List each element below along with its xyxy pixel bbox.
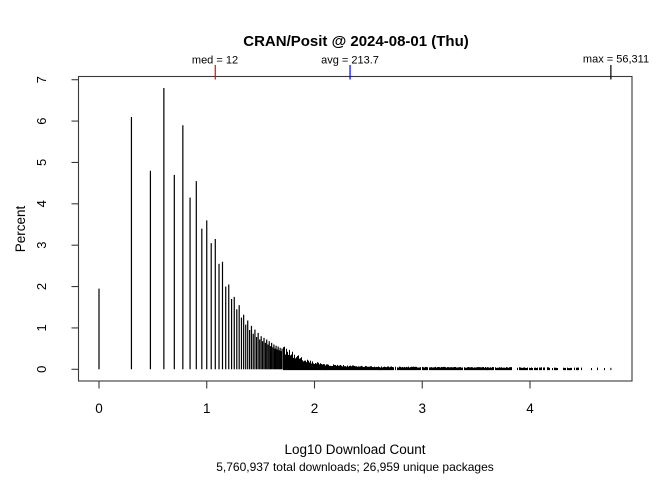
histogram-spikes [98, 87, 612, 371]
max-annotation-label: max = 56,311 [583, 54, 649, 66]
tick-label: 4 [34, 200, 49, 207]
x-axis: 0 1 2 3 4 [95, 381, 534, 416]
median-annotation-label: med = 12 [192, 55, 238, 67]
tick-label: 4 [526, 401, 534, 416]
tick-label: 5 [34, 159, 49, 166]
tick-label: 2 [34, 283, 49, 290]
tick-label: 3 [418, 401, 426, 416]
y-axis: 0 1 2 3 4 5 6 7 [34, 76, 79, 373]
y-axis-title: Percent [13, 205, 28, 252]
tick-label: 7 [34, 76, 49, 83]
average-annotation-label: avg = 213.7 [321, 55, 379, 67]
totals-caption: 5,760,937 total downloads; 26,959 unique… [216, 460, 494, 474]
chart-title: CRAN/Posit @ 2024-08-01 (Thu) [243, 33, 469, 50]
tick-label: 1 [34, 324, 49, 331]
plot-box [77, 75, 633, 382]
tick-label: 3 [34, 242, 49, 249]
tick-label: 0 [34, 366, 49, 373]
tick-label: 1 [203, 401, 211, 416]
tick-label: 0 [95, 401, 103, 416]
tick-label: 2 [311, 401, 319, 416]
x-axis-title: Log10 Download Count [284, 442, 425, 457]
annotation-ticks [214, 65, 612, 80]
tick-label: 6 [34, 117, 49, 124]
